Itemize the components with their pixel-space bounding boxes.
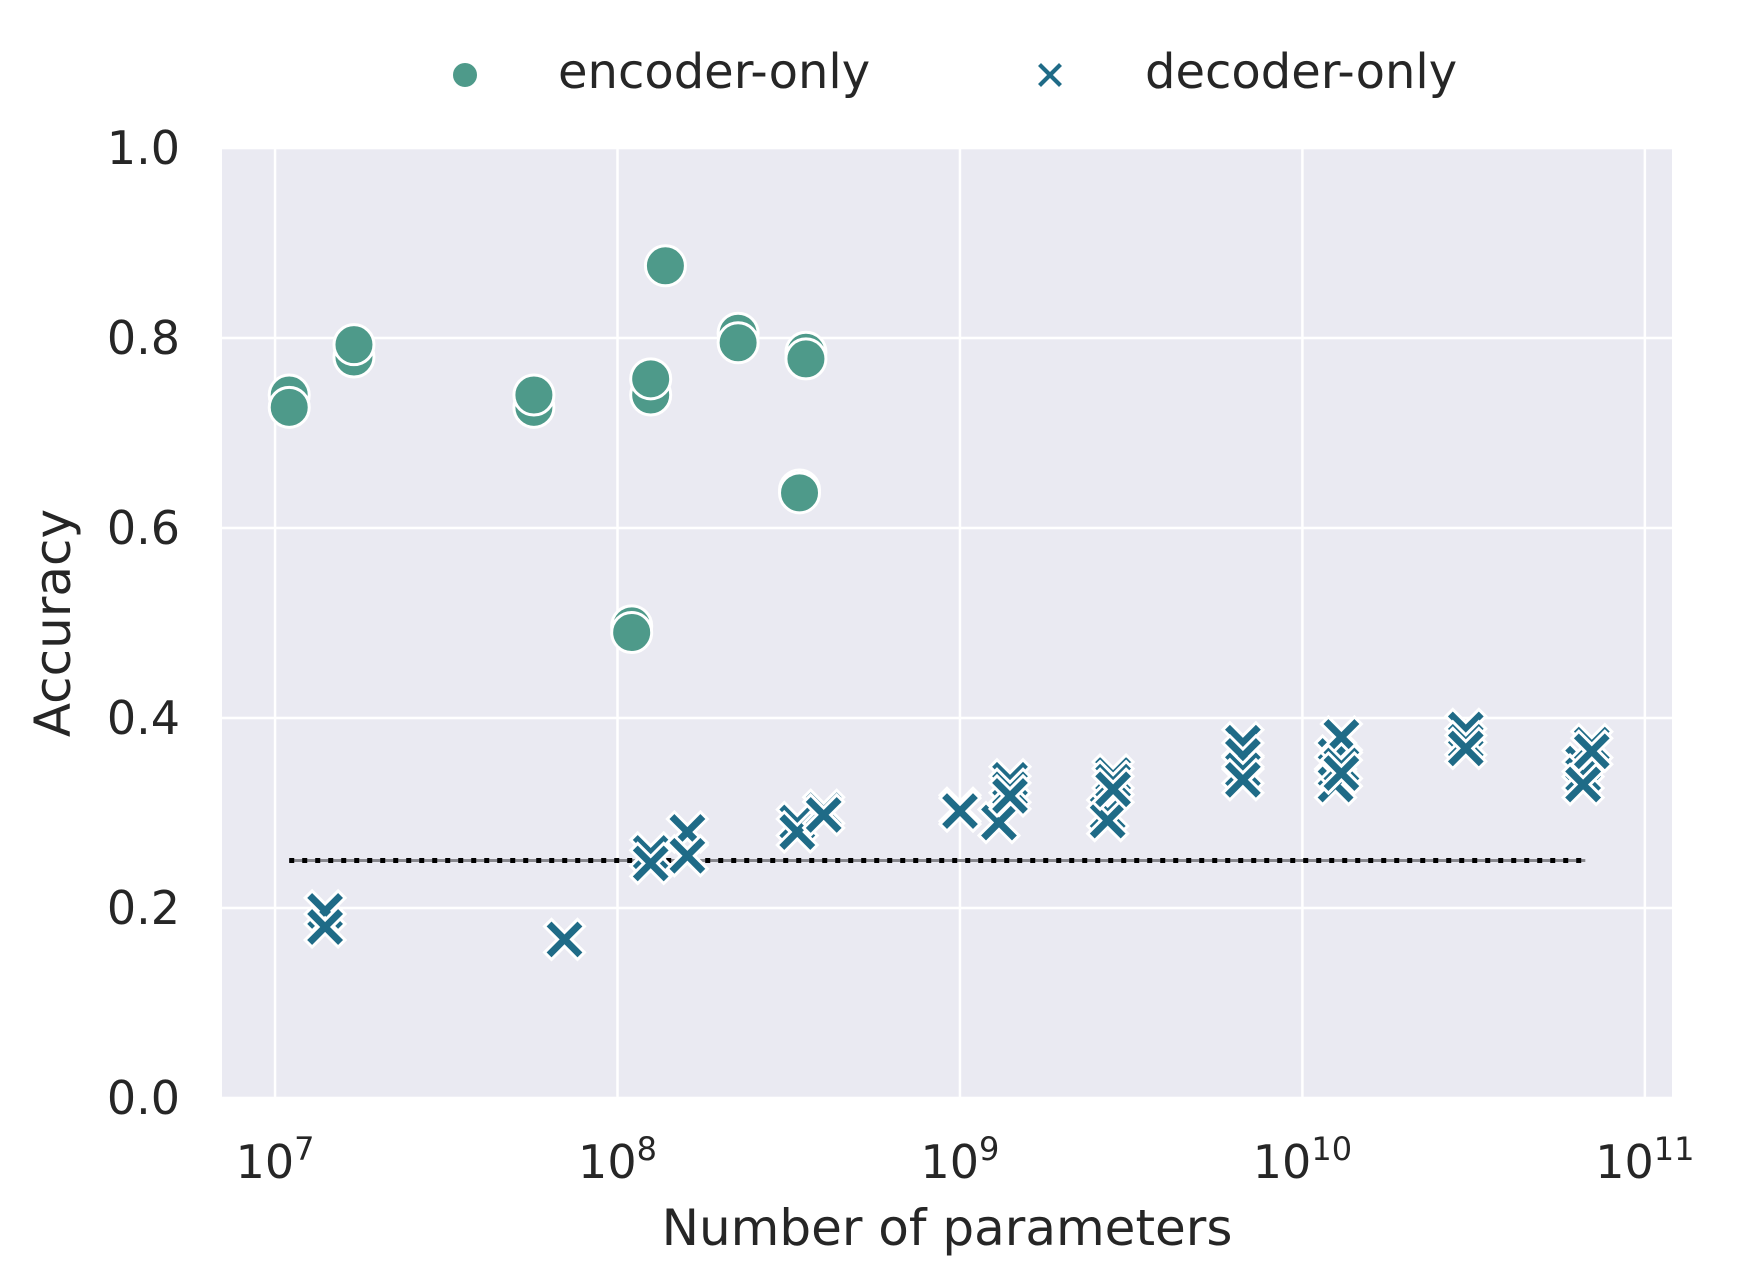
decoder-only-point: [628, 841, 673, 886]
decoder-only-point: [1569, 729, 1614, 774]
gridlines: [222, 146, 1672, 1100]
plot-area: [222, 148, 1672, 1098]
y-axis-ticks: 0.0 0.2 0.4 0.6 0.8 1.0: [107, 121, 180, 1125]
x-tick-label: 108: [578, 1130, 657, 1189]
decoder-only-point: [1090, 767, 1136, 812]
encoder-only-point: [512, 373, 556, 417]
decoder-only-point: [542, 917, 587, 962]
series-encoder-only: [267, 244, 828, 654]
legend-item-decoder-only: decoder-only: [1035, 44, 1457, 100]
legend-label-decoder-only: decoder-only: [1145, 44, 1457, 100]
x-tick-label: 1010: [1253, 1130, 1352, 1189]
x-axis-ticks: 107 108 109 1010 1011: [236, 1130, 1695, 1189]
encoder-only-point: [778, 471, 822, 515]
decoder-only-point: [302, 904, 348, 950]
encoder-only-point: [610, 611, 654, 654]
decoder-only-point: [937, 788, 983, 834]
y-tick-label: 0.2: [107, 881, 180, 935]
y-axis-label: Accuracy: [24, 509, 82, 737]
encoder-only-point: [716, 321, 760, 365]
x-tick-label: 107: [236, 1130, 315, 1189]
encoder-only-point: [267, 385, 311, 429]
legend-item-encoder-only: encoder-only: [451, 44, 870, 100]
encoder-only-point: [643, 244, 687, 288]
y-tick-label: 1.0: [107, 121, 180, 175]
decoder-only-point: [665, 833, 710, 878]
series-decoder-only: [302, 707, 1614, 962]
x-axis-label: Number of parameters: [662, 1199, 1233, 1257]
legend-label-encoder-only: encoder-only: [558, 44, 870, 100]
decoder-only-point: [1319, 750, 1364, 796]
legend: encoder-only decoder-only: [451, 44, 1457, 100]
encoder-only-point: [784, 337, 828, 381]
legend-marker-encoder-only: [451, 61, 479, 89]
decoder-only-point: [1443, 726, 1488, 771]
encoder-only-point: [332, 323, 376, 367]
encoder-only-point: [629, 357, 673, 401]
y-tick-label: 0.0: [107, 1071, 180, 1125]
y-tick-label: 0.8: [107, 311, 180, 365]
x-tick-label: 1011: [1595, 1130, 1694, 1189]
y-tick-label: 0.4: [107, 691, 180, 745]
decoder-only-point: [1220, 757, 1266, 802]
decoder-only-point: [987, 773, 1033, 819]
y-tick-label: 0.6: [107, 501, 180, 555]
x-tick-label: 109: [921, 1130, 1000, 1189]
decoder-only-point: [801, 792, 846, 838]
legend-marker-decoder-only: [1035, 60, 1065, 90]
